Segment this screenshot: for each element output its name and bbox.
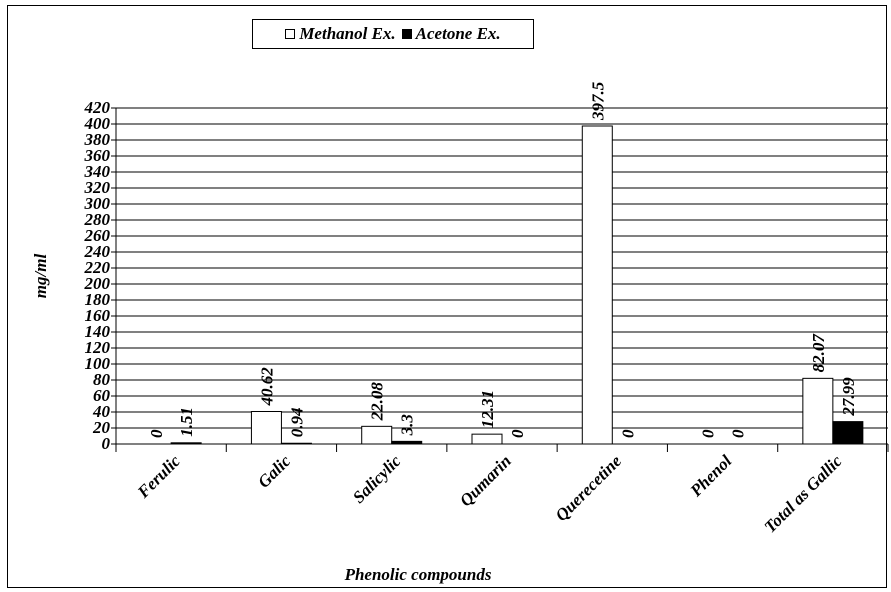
- y-tick-label: 0: [102, 434, 111, 453]
- y-tick-label: 60: [93, 386, 111, 405]
- bar-methanol: [250, 411, 282, 445]
- legend-label-methanol: Methanol Ex.: [299, 24, 396, 43]
- bar-methanol: [802, 377, 834, 445]
- y-tick-label: 380: [84, 130, 111, 149]
- y-tick-label: 280: [84, 210, 111, 229]
- bar-methanol: [581, 125, 613, 445]
- y-tick-label: 260: [84, 226, 111, 245]
- y-tick-label: 100: [85, 354, 111, 373]
- chart-frame: [7, 5, 887, 588]
- bar-acetone: [391, 440, 423, 445]
- data-label: 3.3: [398, 414, 417, 437]
- bar-acetone: [832, 421, 864, 445]
- data-label: 0: [618, 429, 637, 438]
- data-label: 0: [699, 429, 718, 438]
- data-label: 0: [729, 429, 748, 438]
- y-tick-label: 240: [84, 242, 111, 261]
- y-tick-label: 20: [92, 418, 111, 437]
- data-label: 0.94: [287, 407, 306, 437]
- data-label: 0: [147, 429, 166, 438]
- legend: Methanol Ex. Acetone Ex.: [252, 19, 534, 49]
- legend-swatch-acetone: [401, 29, 412, 39]
- data-label: 82.07: [809, 333, 828, 373]
- y-tick-label: 160: [85, 306, 111, 325]
- x-tick-label: Querecetine: [552, 451, 626, 525]
- y-tick-label: 360: [84, 146, 111, 165]
- data-label: 1.51: [177, 407, 196, 437]
- legend-label-acetone: Acetone Ex.: [415, 24, 501, 43]
- y-tick-label: 220: [84, 258, 111, 277]
- bar-acetone: [170, 442, 202, 445]
- y-axis-title: mg/ml: [31, 254, 50, 299]
- y-tick-label: 120: [85, 338, 111, 357]
- y-tick-label: 140: [85, 322, 111, 341]
- x-tick-label: Qumarin: [456, 451, 515, 510]
- y-tick-label: 200: [84, 274, 111, 293]
- bar-acetone: [280, 442, 312, 445]
- bar-methanol: [471, 433, 503, 445]
- x-axis-title: Phenolic compounds: [344, 565, 492, 584]
- y-tick-label: 400: [84, 114, 111, 133]
- y-tick-label: 40: [92, 402, 111, 421]
- data-label: 40.62: [257, 367, 276, 407]
- y-tick-label: 300: [84, 194, 111, 213]
- y-tick-label: 320: [84, 178, 111, 197]
- data-label: 397.5: [588, 81, 607, 121]
- y-tick-label: 180: [85, 290, 111, 309]
- data-label: 0: [508, 429, 527, 438]
- data-label: 22.08: [368, 382, 387, 422]
- x-tick-label: Galic: [254, 451, 294, 491]
- x-tick-label: Phenol: [686, 451, 736, 501]
- x-tick-label: Total as Gallic: [761, 451, 846, 536]
- x-tick-label: Ferulic: [133, 451, 184, 502]
- bar-methanol: [361, 425, 393, 445]
- y-tick-label: 420: [84, 98, 111, 117]
- legend-swatch-methanol: [285, 29, 296, 39]
- y-tick-label: 80: [93, 370, 111, 389]
- legend-item-acetone: Acetone Ex.: [401, 24, 501, 44]
- y-tick-label: 340: [84, 162, 111, 181]
- x-tick-label: Salicylic: [349, 451, 405, 507]
- legend-item-methanol: Methanol Ex.: [285, 24, 396, 44]
- data-label: 27.99: [839, 377, 858, 417]
- data-label: 12.31: [478, 390, 497, 428]
